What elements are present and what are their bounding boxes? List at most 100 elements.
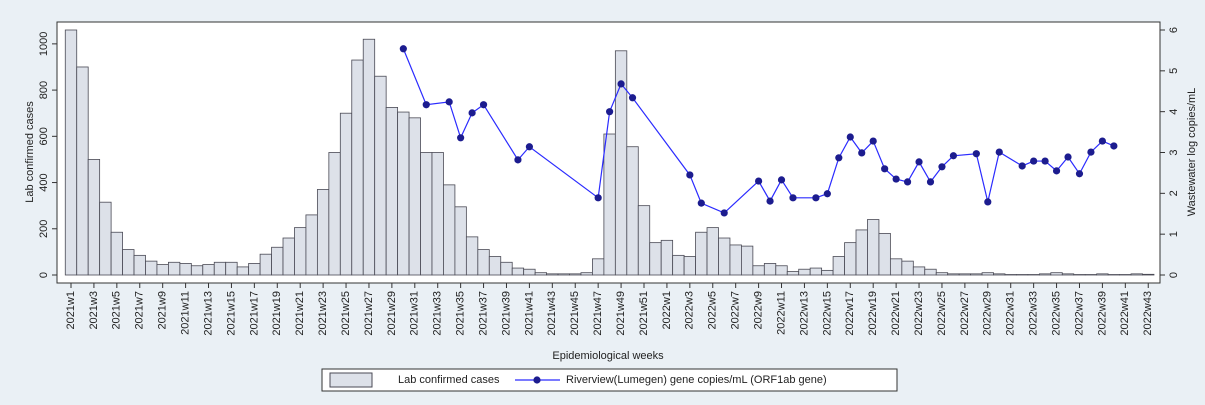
bar — [488, 256, 502, 276]
bar — [64, 29, 78, 276]
x-tick-label: 2022w21 — [890, 291, 902, 336]
marker — [858, 149, 866, 157]
bar — [855, 229, 868, 276]
bar — [775, 265, 788, 276]
bar — [294, 227, 307, 276]
bar — [133, 254, 146, 276]
bar — [695, 231, 708, 276]
bar — [901, 260, 914, 276]
x-tick-label: 2021w7 — [134, 291, 146, 330]
bar — [190, 265, 204, 276]
bar — [500, 261, 513, 276]
legend-marker — [533, 376, 541, 384]
bar — [580, 272, 593, 276]
bar — [179, 263, 192, 276]
x-tick-label: 2022w15 — [821, 291, 833, 336]
bar — [248, 263, 261, 276]
bar — [443, 184, 456, 276]
marker — [525, 143, 534, 151]
y2-tick-label: 5 — [1168, 68, 1180, 74]
y-tick-label: 800 — [38, 81, 50, 99]
y2-tick-label: 6 — [1168, 27, 1180, 33]
marker — [686, 171, 694, 179]
marker — [766, 197, 774, 205]
bar — [145, 260, 158, 276]
x-tick-label: 2022w31 — [1005, 291, 1017, 336]
x-tick-label: 2022w7 — [730, 291, 742, 330]
marker — [846, 133, 854, 141]
legend-label: Riverview(Lumegen) gene copies/mL (ORF1a… — [566, 374, 827, 386]
x-tick-label: 2021w19 — [271, 291, 283, 336]
bar — [511, 267, 525, 276]
y2-tick-label: 2 — [1168, 190, 1180, 196]
x-tick-label: 2021w5 — [111, 291, 123, 330]
x-tick-label: 2022w5 — [707, 291, 719, 330]
marker — [1052, 167, 1061, 175]
marker — [972, 150, 980, 158]
bar — [465, 236, 479, 276]
bar — [362, 38, 376, 276]
bar — [924, 268, 937, 276]
marker — [1030, 157, 1038, 165]
bar — [316, 189, 330, 276]
x-tick-label: 2021w33 — [432, 291, 444, 336]
x-tick-label: 2021w39 — [500, 291, 512, 336]
bar — [867, 219, 880, 276]
marker — [892, 175, 900, 183]
bar — [649, 242, 662, 276]
y2-tick-label: 0 — [1168, 272, 1180, 278]
bar — [374, 75, 387, 276]
bar — [351, 59, 364, 276]
x-tick-label: 2021w31 — [409, 291, 421, 336]
marker — [457, 134, 465, 142]
bar — [660, 239, 674, 276]
x-tick-label: 2022w17 — [844, 291, 856, 336]
x-tick-label: 2021w13 — [202, 291, 214, 336]
bar — [718, 237, 731, 276]
bar — [99, 201, 112, 276]
bar — [408, 117, 421, 276]
x-tick-label: 2021w3 — [88, 291, 100, 330]
x-tick-label: 2022w43 — [1142, 291, 1154, 336]
bar — [569, 273, 582, 276]
marker — [984, 198, 992, 206]
bar — [328, 152, 341, 276]
bar — [236, 266, 250, 276]
bar — [1096, 273, 1109, 276]
marker — [468, 109, 476, 117]
bar — [1142, 273, 1155, 276]
bar — [76, 66, 89, 276]
bar — [1038, 273, 1052, 276]
marker — [399, 45, 407, 53]
x-tick-label: 2021w11 — [180, 291, 192, 335]
bar — [970, 273, 983, 276]
marker — [479, 101, 488, 109]
bar — [729, 244, 742, 276]
x-tick-label: 2022w1 — [661, 291, 673, 330]
bar — [809, 267, 823, 276]
y-tick-label: 400 — [38, 173, 50, 191]
y2-tick-label: 4 — [1168, 109, 1180, 115]
marker — [938, 163, 946, 171]
marker — [949, 152, 958, 160]
x-tick-label: 2021w37 — [477, 291, 489, 336]
marker — [812, 194, 820, 202]
marker — [1087, 148, 1095, 156]
x-tick-label: 2021w49 — [615, 291, 627, 336]
y2-axis-title: Wastewater log copies/mL — [1186, 88, 1198, 217]
bar — [87, 159, 101, 276]
x-tick-label: 2022w25 — [936, 291, 948, 336]
bar — [156, 264, 169, 276]
bar — [752, 265, 765, 276]
bar — [202, 264, 215, 276]
legend-label: Lab confirmed cases — [398, 374, 500, 386]
x-tick-label: 2021w35 — [455, 291, 467, 336]
marker — [995, 148, 1003, 156]
x-tick-label: 2022w35 — [1050, 291, 1062, 336]
x-tick-label: 2021w29 — [386, 291, 398, 336]
marker — [823, 190, 831, 198]
bar — [546, 273, 559, 276]
marker — [445, 98, 453, 106]
x-tick-label: 2021w45 — [569, 291, 581, 336]
x-tick-label: 2022w27 — [959, 291, 971, 336]
